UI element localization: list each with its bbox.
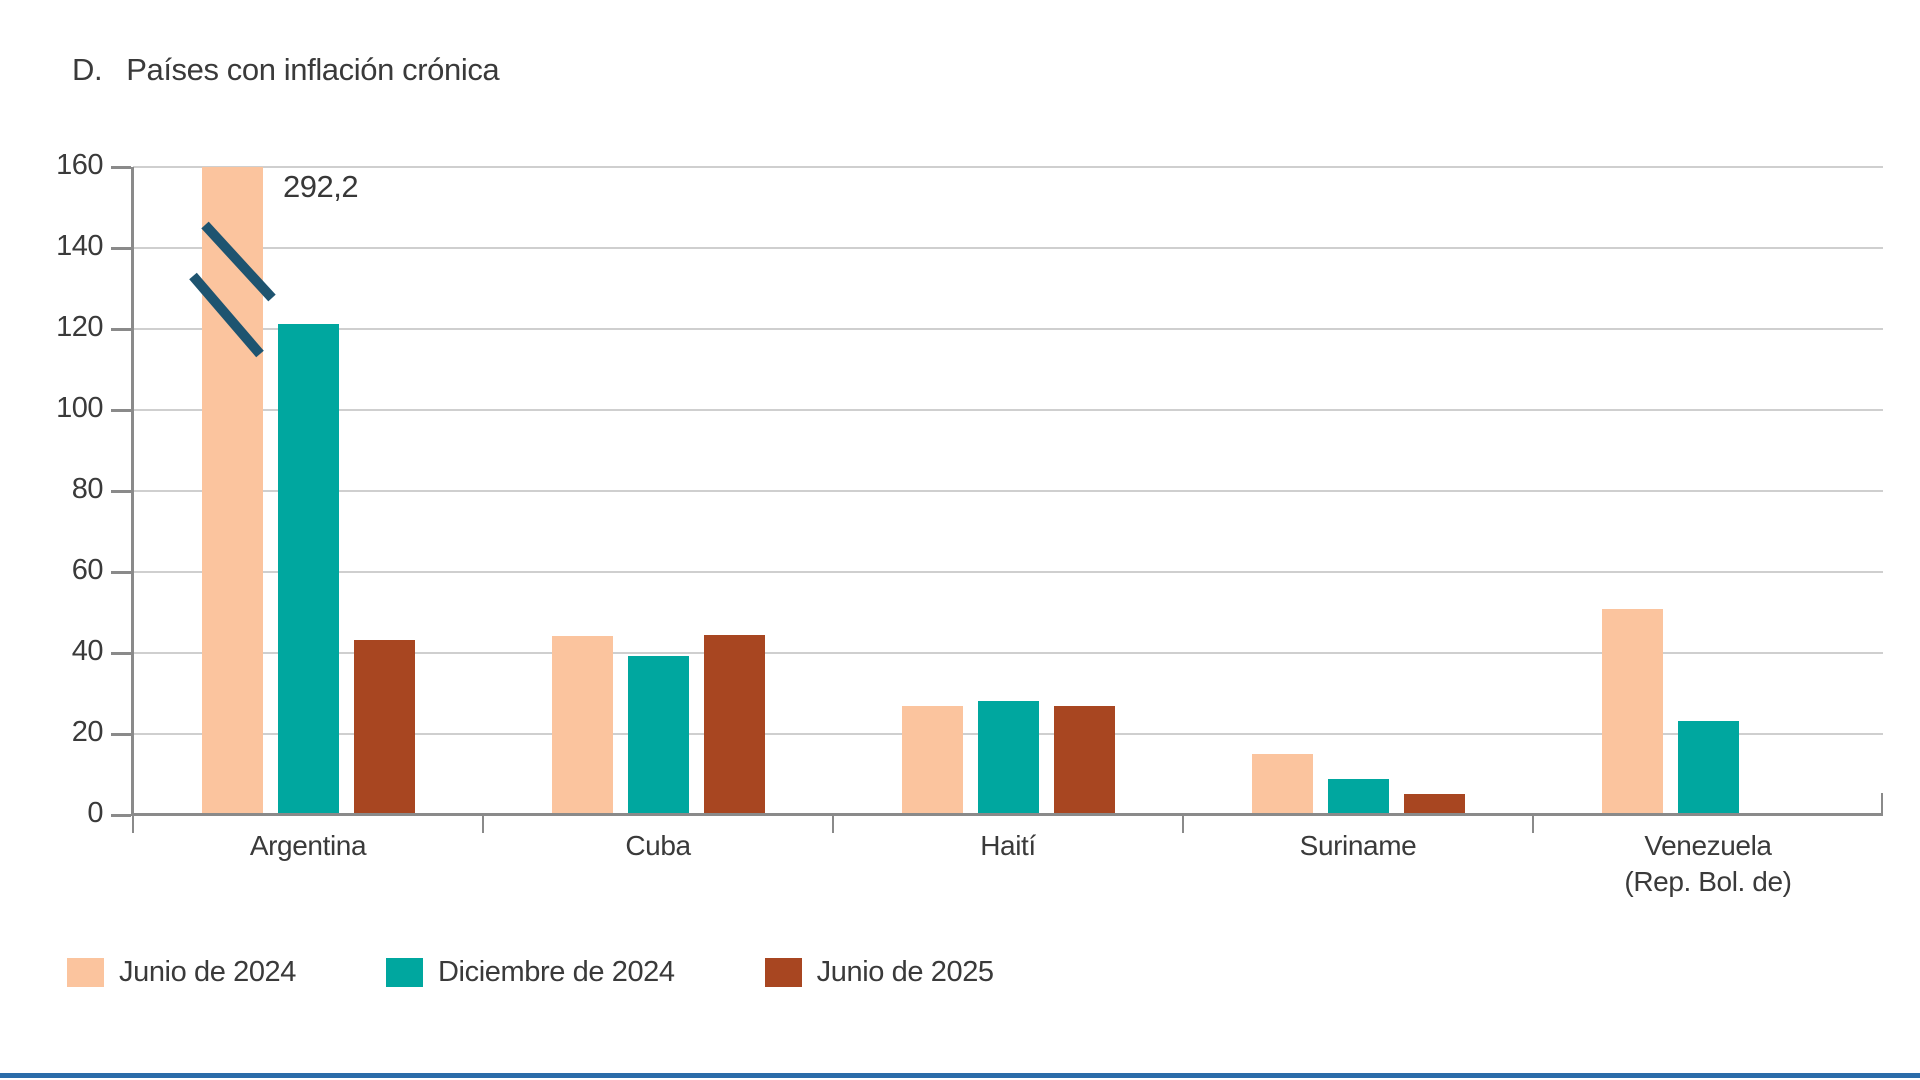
y-axis-line: [131, 167, 134, 815]
x-axis-end-tick: [1881, 793, 1883, 814]
y-tick-0: [111, 814, 131, 817]
legend-label: Diciembre de 2024: [438, 956, 675, 988]
y-tick-100: [111, 409, 131, 412]
gridline-60: [133, 571, 1883, 573]
x-axis-line: [131, 813, 1883, 816]
x-boundary-tick: [482, 815, 484, 833]
category-labels-row: Argentina Cuba Haití Suriname Venezuela (Rep.…: [133, 828, 1883, 901]
bar-venezuela-rep-bol-de-junio-de-2024: [1601, 609, 1663, 815]
bar-group-suriname: [1182, 167, 1533, 833]
gridline-100: [133, 409, 1883, 411]
bar-suriname-junio-de-2024: [1251, 754, 1313, 815]
plot-area: 0 20 40 60 80 100 120 140 160 292,2: [56, 149, 1883, 833]
x-boundary-tick: [1182, 815, 1184, 833]
bar-suriname-junio-de-2025: [1403, 794, 1465, 815]
gridline-160: [133, 166, 1883, 168]
legend-label: Junio de 2024: [119, 956, 297, 988]
bar-cuba-diciembre-de-2024: [627, 656, 689, 815]
gridline-80: [133, 490, 1883, 492]
gridline-140: [133, 247, 1883, 249]
y-tick-label-20: 20: [71, 716, 104, 749]
bar-argentina-diciembre-de-2024: [277, 324, 339, 815]
bottom-divider-rule: [0, 1073, 1920, 1078]
legend-item-junio-de-2024: Junio de 2024: [67, 956, 296, 989]
bar-cuba-junio-de-2025: [703, 635, 765, 815]
bar-cuba-junio-de-2024: [551, 636, 613, 815]
legend-swatch-icon: [764, 958, 802, 987]
y-tick-140: [111, 247, 131, 250]
bar-argentina-junio-de-2025: [353, 640, 415, 815]
bar-hait-junio-de-2024: [901, 706, 963, 815]
bar-venezuela-rep-bol-de-diciembre-de-2024: [1677, 721, 1739, 815]
category-label-venezuela-rep-bol-de: Venezuela (Rep. Bol. de): [1624, 830, 1792, 898]
x-boundary-tick: [832, 815, 834, 833]
y-tick-label-0: 0: [87, 797, 103, 830]
bar-group-argentina: [132, 167, 483, 833]
legend-swatch-icon: [67, 958, 104, 987]
legend-label: Junio de 2025: [816, 956, 994, 988]
category-label-cuba: Cuba: [625, 830, 691, 861]
category-label-argentina: Argentina: [249, 830, 367, 861]
gridline-40: [133, 652, 1883, 654]
y-tick-160: [111, 166, 131, 169]
y-tick-20: [111, 733, 131, 736]
y-tick-80: [111, 490, 131, 493]
y-tick-40: [111, 652, 131, 655]
gridline-120: [133, 328, 1883, 330]
bar-group-hait: [832, 167, 1183, 833]
y-tick-label-100: 100: [56, 392, 103, 425]
bar-hait-junio-de-2025: [1053, 706, 1115, 815]
y-tick-label-160: 160: [56, 149, 103, 182]
bar-hait-diciembre-de-2024: [977, 701, 1039, 815]
y-tick-label-140: 140: [56, 230, 103, 263]
bar-group-venezuela-rep-bol-de: [1532, 167, 1883, 833]
chart-title: D. Países con inflación crónica: [72, 52, 500, 88]
legend: Junio de 2024 Diciembre de 2024 Junio de 2…: [67, 956, 994, 989]
y-tick-label-60: 60: [71, 554, 104, 587]
y-tick-120: [111, 328, 131, 331]
x-boundary-tick: [1532, 815, 1534, 833]
x-boundary-tick: [132, 815, 134, 833]
bar-argentina-junio-de-2024: [201, 167, 263, 815]
y-tick-label-80: 80: [71, 473, 104, 506]
legend-item-diciembre-de-2024: Diciembre de 2024: [386, 956, 675, 989]
category-label-hait: Haití: [980, 830, 1036, 861]
y-tick-label-40: 40: [71, 635, 104, 668]
legend-swatch-icon: [386, 958, 424, 987]
legend-item-junio-de-2025: Junio de 2025: [764, 956, 994, 989]
y-tick-label-120: 120: [56, 311, 103, 344]
bars-layer: [132, 167, 1883, 833]
category-label-suriname: Suriname: [1299, 830, 1417, 861]
chart-title-text: Países con inflación crónica: [126, 52, 500, 87]
chart-title-prefix: D.: [72, 52, 103, 87]
bar-suriname-diciembre-de-2024: [1327, 779, 1389, 815]
bar-group-cuba: [482, 167, 833, 833]
clipped-value-label: 292,2: [283, 169, 359, 204]
y-tick-60: [111, 571, 131, 574]
